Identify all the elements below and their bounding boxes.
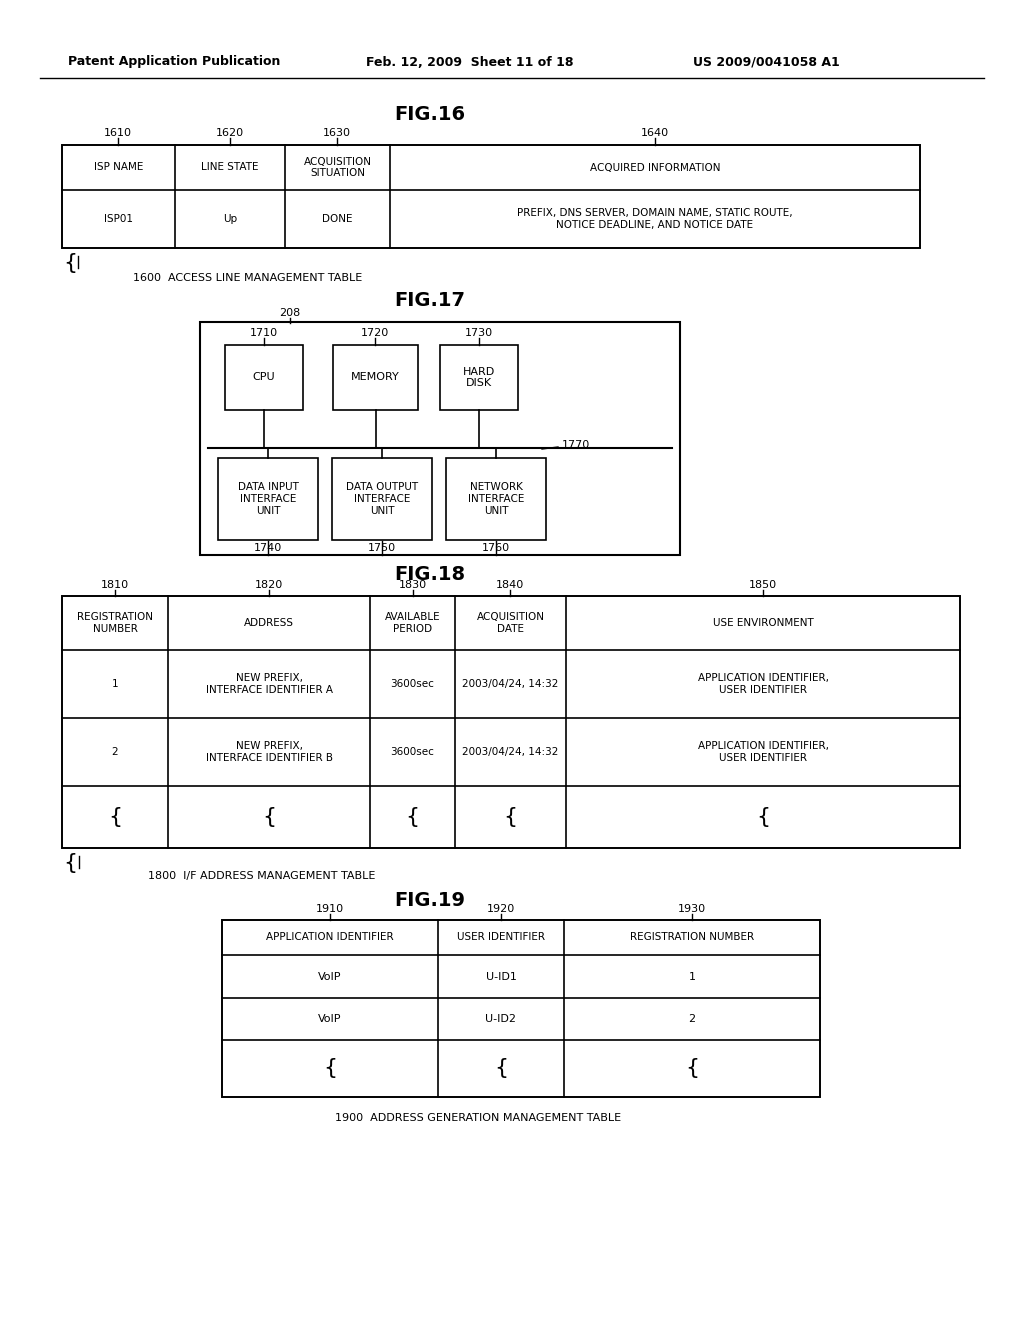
Text: 1760: 1760 bbox=[482, 543, 510, 553]
Bar bbox=[222, 920, 820, 1097]
Text: {: { bbox=[685, 1059, 699, 1078]
Text: FIG.18: FIG.18 bbox=[394, 565, 466, 585]
Text: 2003/04/24, 14:32: 2003/04/24, 14:32 bbox=[462, 747, 559, 756]
Text: VoIP: VoIP bbox=[318, 1014, 342, 1024]
Text: FIG.16: FIG.16 bbox=[394, 106, 466, 124]
Text: ADDRESS: ADDRESS bbox=[244, 618, 294, 628]
Text: U-ID2: U-ID2 bbox=[485, 1014, 516, 1024]
Bar bbox=[200, 322, 680, 554]
Text: NETWORK
INTERFACE
UNIT: NETWORK INTERFACE UNIT bbox=[468, 482, 524, 516]
Text: REGISTRATION NUMBER: REGISTRATION NUMBER bbox=[630, 932, 754, 942]
Bar bbox=[440, 345, 518, 411]
Text: {: { bbox=[108, 807, 122, 828]
Text: 1720: 1720 bbox=[360, 327, 389, 338]
Bar bbox=[446, 458, 546, 540]
Text: {: { bbox=[262, 807, 276, 828]
Text: 1850: 1850 bbox=[749, 579, 777, 590]
Text: 1910: 1910 bbox=[316, 904, 344, 913]
Text: 1800  I/F ADDRESS MANAGEMENT TABLE: 1800 I/F ADDRESS MANAGEMENT TABLE bbox=[148, 871, 376, 880]
Text: U-ID1: U-ID1 bbox=[485, 972, 516, 982]
Text: Patent Application Publication: Patent Application Publication bbox=[68, 55, 281, 69]
Text: ISP01: ISP01 bbox=[104, 214, 133, 224]
Text: Feb. 12, 2009  Sheet 11 of 18: Feb. 12, 2009 Sheet 11 of 18 bbox=[366, 55, 573, 69]
Text: 2003/04/24, 14:32: 2003/04/24, 14:32 bbox=[462, 678, 559, 689]
Text: 1740: 1740 bbox=[254, 543, 283, 553]
Text: 1: 1 bbox=[112, 678, 119, 689]
Text: US 2009/0041058 A1: US 2009/0041058 A1 bbox=[693, 55, 840, 69]
Text: 1750: 1750 bbox=[368, 543, 396, 553]
Text: ACQUISITION
SITUATION: ACQUISITION SITUATION bbox=[303, 157, 372, 178]
Text: 1830: 1830 bbox=[399, 579, 427, 590]
Bar bbox=[225, 345, 303, 411]
Text: DATA OUTPUT
INTERFACE
UNIT: DATA OUTPUT INTERFACE UNIT bbox=[346, 482, 418, 516]
Text: 1920: 1920 bbox=[486, 904, 515, 913]
Text: {: { bbox=[406, 807, 420, 828]
Text: 1820: 1820 bbox=[255, 579, 283, 590]
Text: PREFIX, DNS SERVER, DOMAIN NAME, STATIC ROUTE,
NOTICE DEADLINE, AND NOTICE DATE: PREFIX, DNS SERVER, DOMAIN NAME, STATIC … bbox=[517, 209, 793, 230]
Text: 1770: 1770 bbox=[562, 440, 590, 450]
Text: Up: Up bbox=[223, 214, 238, 224]
Text: 1710: 1710 bbox=[250, 327, 279, 338]
Text: 1730: 1730 bbox=[465, 327, 494, 338]
Text: {: { bbox=[504, 807, 517, 828]
Text: {: { bbox=[494, 1059, 508, 1078]
Text: ACQUISITION
DATE: ACQUISITION DATE bbox=[476, 612, 545, 634]
Text: {: { bbox=[62, 253, 77, 273]
Text: HARD
DISK: HARD DISK bbox=[463, 367, 496, 388]
Text: 208: 208 bbox=[280, 308, 301, 318]
Text: APPLICATION IDENTIFIER: APPLICATION IDENTIFIER bbox=[266, 932, 394, 942]
Text: {: { bbox=[62, 853, 77, 873]
Text: 3600sec: 3600sec bbox=[390, 747, 434, 756]
Text: VoIP: VoIP bbox=[318, 972, 342, 982]
Text: ACQUIRED INFORMATION: ACQUIRED INFORMATION bbox=[590, 162, 720, 173]
Text: 2: 2 bbox=[112, 747, 119, 756]
Text: FIG.17: FIG.17 bbox=[394, 290, 466, 309]
Text: APPLICATION IDENTIFIER,
USER IDENTIFIER: APPLICATION IDENTIFIER, USER IDENTIFIER bbox=[697, 742, 828, 763]
Bar bbox=[62, 145, 920, 248]
Text: 1840: 1840 bbox=[496, 579, 524, 590]
Text: USE ENVIRONMENT: USE ENVIRONMENT bbox=[713, 618, 813, 628]
Bar bbox=[62, 597, 961, 847]
Text: 2: 2 bbox=[688, 1014, 695, 1024]
Text: AVAILABLE
PERIOD: AVAILABLE PERIOD bbox=[385, 612, 440, 634]
Text: 1630: 1630 bbox=[323, 128, 351, 139]
Text: FIG.19: FIG.19 bbox=[394, 891, 466, 909]
Text: 3600sec: 3600sec bbox=[390, 678, 434, 689]
Text: DONE: DONE bbox=[323, 214, 352, 224]
Text: NEW PREFIX,
INTERFACE IDENTIFIER A: NEW PREFIX, INTERFACE IDENTIFIER A bbox=[206, 673, 333, 694]
Text: {: { bbox=[323, 1059, 337, 1078]
Text: REGISTRATION
NUMBER: REGISTRATION NUMBER bbox=[77, 612, 153, 634]
Text: 1620: 1620 bbox=[216, 128, 244, 139]
Text: 1600  ACCESS LINE MANAGEMENT TABLE: 1600 ACCESS LINE MANAGEMENT TABLE bbox=[133, 273, 362, 282]
Text: 1900  ADDRESS GENERATION MANAGEMENT TABLE: 1900 ADDRESS GENERATION MANAGEMENT TABLE bbox=[335, 1113, 622, 1123]
Text: ISP NAME: ISP NAME bbox=[94, 162, 143, 173]
Text: APPLICATION IDENTIFIER,
USER IDENTIFIER: APPLICATION IDENTIFIER, USER IDENTIFIER bbox=[697, 673, 828, 694]
Text: 1610: 1610 bbox=[104, 128, 132, 139]
Text: CPU: CPU bbox=[253, 372, 275, 383]
Text: LINE STATE: LINE STATE bbox=[202, 162, 259, 173]
Text: USER IDENTIFIER: USER IDENTIFIER bbox=[457, 932, 545, 942]
Text: DATA INPUT
INTERFACE
UNIT: DATA INPUT INTERFACE UNIT bbox=[238, 482, 298, 516]
Text: 1810: 1810 bbox=[101, 579, 129, 590]
Bar bbox=[333, 345, 418, 411]
Text: {: { bbox=[756, 807, 770, 828]
Bar bbox=[332, 458, 432, 540]
Text: 1930: 1930 bbox=[678, 904, 707, 913]
Text: 1: 1 bbox=[688, 972, 695, 982]
Bar bbox=[218, 458, 318, 540]
Text: 1640: 1640 bbox=[641, 128, 669, 139]
Text: NEW PREFIX,
INTERFACE IDENTIFIER B: NEW PREFIX, INTERFACE IDENTIFIER B bbox=[206, 742, 333, 763]
Text: MEMORY: MEMORY bbox=[351, 372, 400, 383]
